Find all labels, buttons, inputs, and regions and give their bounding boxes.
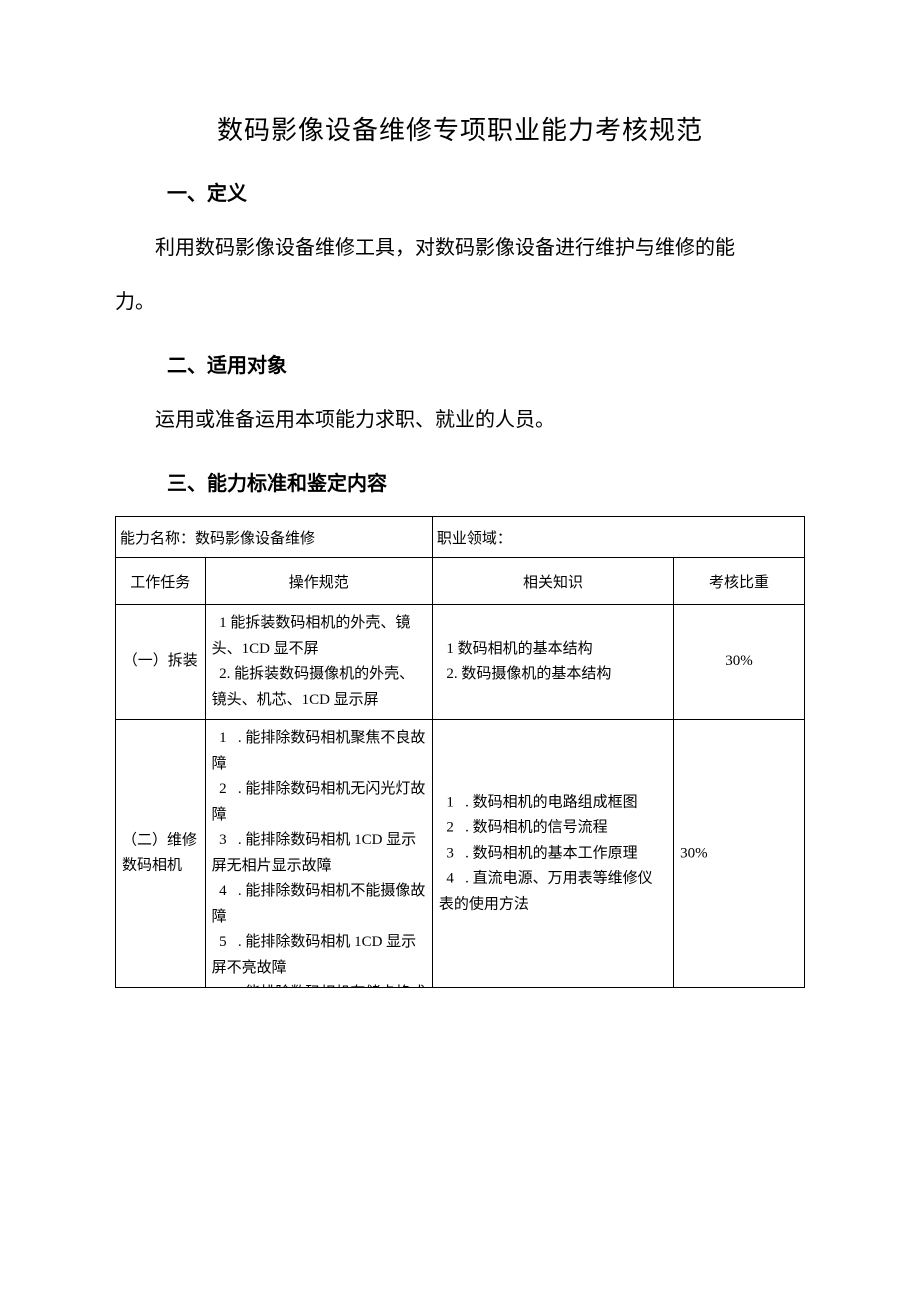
cell-weight-text: 30% [674, 835, 804, 873]
cell-operation-text: 1 . 能排除数码相机聚焦不良故障 2 . 能排除数码相机无闪光灯故障 3 . … [206, 720, 432, 988]
section-2-body: 运用或准备运用本项能力求职、就业的人员。 [115, 398, 805, 442]
table-meta-row: 能力名称：数码影像设备维修 职业领域： [116, 517, 805, 558]
meta-left-value: 数码影像设备维修 [195, 531, 315, 547]
cell-weight: 30% [674, 605, 805, 720]
col-header-task: 工作任务 [116, 558, 206, 605]
cell-task: （一）拆装 [116, 605, 206, 720]
col-header-weight: 考核比重 [674, 558, 805, 605]
document-title: 数码影像设备维修专项职业能力考核规范 [115, 110, 805, 147]
section-1-heading: 一、定义 [167, 177, 805, 206]
cell-operation: 1 能拆装数码相机的外壳、镜头、1CD 显不屏 2. 能拆装数码摄像机的外壳、镜… [205, 605, 432, 720]
section-1-body-line1: 利用数码影像设备维修工具，对数码影像设备进行维护与维修的能 [115, 226, 805, 270]
document-page: 数码影像设备维修专项职业能力考核规范 一、定义 利用数码影像设备维修工具，对数码… [0, 0, 920, 1068]
table-header-row: 工作任务 操作规范 相关知识 考核比重 [116, 558, 805, 605]
cell-knowledge: 1 数码相机的基本结构 2. 数码摄像机的基本结构 [432, 605, 673, 720]
section-2-heading: 二、适用对象 [167, 349, 805, 378]
section-3-heading: 三、能力标准和鉴定内容 [167, 467, 805, 496]
section-1-body-line2: 力。 [115, 280, 805, 324]
cell-task-text: （二）维修数码相机 [116, 822, 205, 885]
table-row: （二）维修数码相机 1 . 能排除数码相机聚焦不良故障 2 . 能排除数码相机无… [116, 720, 805, 988]
table-row: （一）拆装 1 能拆装数码相机的外壳、镜头、1CD 显不屏 2. 能拆装数码摄像… [116, 605, 805, 720]
standards-table: 能力名称：数码影像设备维修 职业领域： 工作任务 操作规范 相关知识 考核比重 … [115, 516, 805, 988]
cell-task: （二）维修数码相机 [116, 720, 206, 988]
meta-right-label: 职业领域： [437, 531, 512, 547]
cell-weight: 30% [674, 720, 805, 988]
cell-knowledge-text: 1 . 数码相机的电路组成框图 2 . 数码相机的信号流程 3 . 数码相机的基… [433, 784, 673, 924]
meta-left-label: 能力名称： [120, 531, 195, 547]
meta-left-cell: 能力名称：数码影像设备维修 [116, 517, 433, 558]
col-header-operation: 操作规范 [205, 558, 432, 605]
col-header-knowledge: 相关知识 [432, 558, 673, 605]
cell-knowledge: 1 . 数码相机的电路组成框图 2 . 数码相机的信号流程 3 . 数码相机的基… [432, 720, 673, 988]
cell-operation: 1 . 能排除数码相机聚焦不良故障 2 . 能排除数码相机无闪光灯故障 3 . … [205, 720, 432, 988]
meta-right-cell: 职业领域： [432, 517, 804, 558]
